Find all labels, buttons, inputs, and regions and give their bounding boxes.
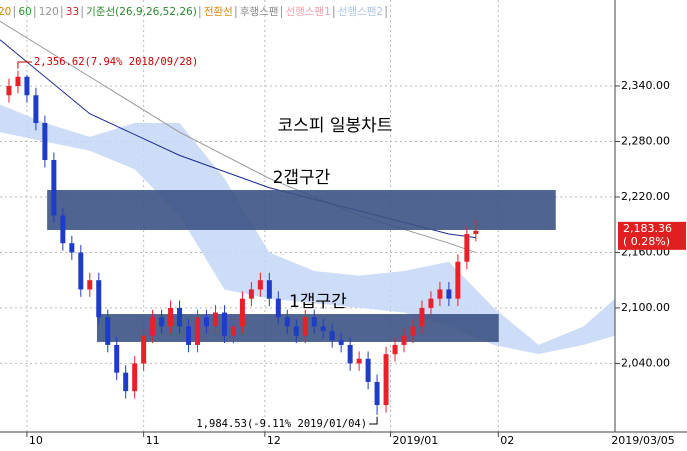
candle-body bbox=[96, 280, 102, 318]
candle-body bbox=[410, 326, 416, 336]
candle-body bbox=[203, 317, 209, 327]
candle-body bbox=[401, 335, 407, 345]
candle-body bbox=[114, 344, 120, 373]
gap-zone bbox=[47, 190, 556, 230]
candle-body bbox=[33, 95, 39, 123]
y-tick-label: 2,280.00 bbox=[621, 134, 670, 147]
candle-body bbox=[51, 159, 57, 216]
legend-item: 전환선 bbox=[204, 6, 233, 18]
candle-body bbox=[374, 381, 380, 406]
candle-body bbox=[230, 326, 236, 336]
candle-body bbox=[42, 122, 48, 160]
candle-body bbox=[293, 326, 299, 336]
ichimoku-cloud bbox=[0, 104, 615, 355]
candle-body bbox=[195, 317, 201, 345]
legend-item: 60 bbox=[18, 6, 31, 18]
candle-body bbox=[87, 280, 93, 290]
x-end-label: 2019/03/05 bbox=[611, 434, 674, 447]
legend-item: 선행스팬2 bbox=[338, 6, 383, 18]
moving-average bbox=[0, 39, 476, 239]
candle-body bbox=[284, 317, 290, 327]
candle-body bbox=[473, 230, 479, 234]
legend-item: 120 bbox=[39, 6, 59, 18]
candle-body bbox=[186, 326, 192, 345]
candle-body bbox=[365, 358, 371, 382]
candle-body bbox=[437, 289, 443, 299]
legend-item: 후행스팬 bbox=[240, 6, 279, 18]
legend-item: 선행스팬1 bbox=[285, 6, 330, 18]
candle-body bbox=[419, 307, 425, 327]
high-annotation: 2,356.62(7.94% 2018/09/28) bbox=[34, 56, 198, 68]
candle-body bbox=[159, 317, 165, 327]
legend-item: 기준선(26,9,26,52,26) bbox=[86, 6, 197, 18]
candle-body bbox=[356, 358, 362, 364]
y-tick-label: 2,100.00 bbox=[621, 301, 670, 314]
candle-body bbox=[123, 372, 129, 392]
candle-body bbox=[311, 317, 317, 327]
x-tick-label: 02 bbox=[500, 434, 514, 447]
moving-average bbox=[0, 20, 477, 253]
candle-body bbox=[455, 261, 461, 299]
y-tick-label: 2,340.00 bbox=[621, 79, 670, 92]
candle-body bbox=[15, 76, 21, 86]
candle-body bbox=[105, 317, 111, 345]
candle-body bbox=[60, 215, 66, 244]
x-tick-label: 2019/01 bbox=[393, 434, 439, 447]
candle-body bbox=[239, 298, 245, 327]
chart-title: 코스피 일봉차트 bbox=[278, 116, 393, 136]
low-annotation: 1,984.53(-9.11% 2019/01/04) bbox=[196, 418, 367, 430]
plot-area bbox=[0, 0, 615, 432]
x-tick-label: 12 bbox=[267, 434, 281, 447]
gap-zone-label: 2갭구간 bbox=[273, 168, 331, 188]
candle-body bbox=[428, 298, 434, 308]
candle-body bbox=[347, 344, 353, 364]
candle-body bbox=[221, 312, 227, 336]
candle-body bbox=[6, 86, 12, 96]
candle-body bbox=[69, 243, 75, 253]
x-tick-label: 11 bbox=[146, 434, 160, 447]
x-tick-label: 10 bbox=[29, 434, 43, 447]
candle-body bbox=[464, 233, 470, 262]
candle-body bbox=[392, 344, 398, 355]
candle-body bbox=[266, 280, 272, 299]
gap-zone-label: 1갭구간 bbox=[289, 292, 347, 312]
annotation-arrow bbox=[17, 61, 32, 69]
candle-body bbox=[78, 252, 84, 290]
legend-item: 33 bbox=[66, 6, 79, 18]
candle-body bbox=[141, 335, 147, 364]
candle-body bbox=[212, 312, 218, 327]
candle-body bbox=[177, 307, 183, 327]
last-price-box bbox=[618, 221, 686, 250]
candle-body bbox=[132, 363, 138, 392]
candle-body bbox=[446, 289, 452, 299]
candle-body bbox=[248, 289, 254, 299]
last-change: ( 0.28%) bbox=[623, 235, 670, 248]
annotation-arrow bbox=[369, 416, 378, 425]
candle-body bbox=[275, 298, 281, 318]
candle-body bbox=[329, 331, 335, 341]
last-price: 2,183.36 bbox=[623, 222, 672, 235]
candle-body bbox=[338, 340, 344, 345]
y-tick-label: 2,040.00 bbox=[621, 356, 670, 369]
candle-body bbox=[24, 76, 30, 96]
legend-item: 20 bbox=[0, 6, 11, 18]
candle-body bbox=[257, 280, 263, 290]
candle-body bbox=[150, 317, 156, 336]
candle-body bbox=[302, 317, 308, 336]
candle-body bbox=[320, 326, 326, 332]
y-tick-label: 2,220.00 bbox=[621, 190, 670, 203]
candle-body bbox=[383, 354, 389, 406]
candle-body bbox=[168, 307, 174, 327]
